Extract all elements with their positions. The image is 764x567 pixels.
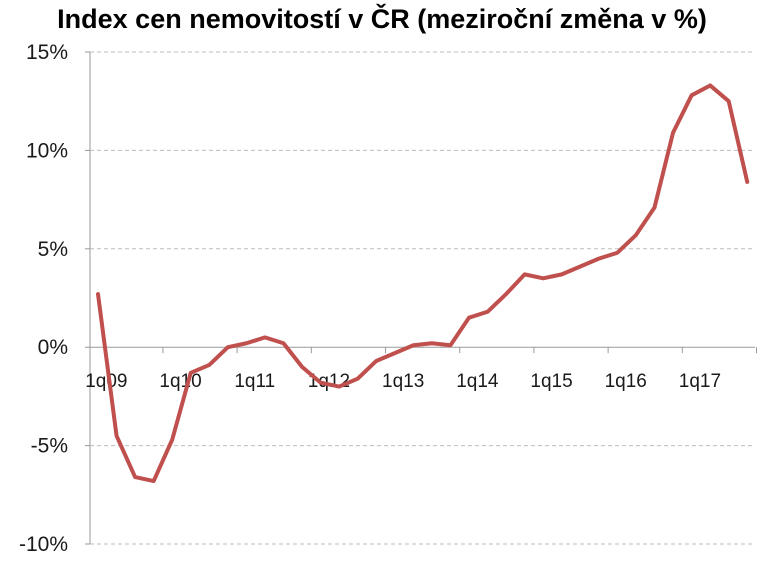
x-tick-label: 1q14 — [456, 371, 499, 392]
x-tick-label: 1q13 — [382, 371, 424, 392]
y-tick-label: 15% — [26, 41, 68, 64]
x-tick-label: 1q10 — [159, 371, 201, 392]
series-line-0 — [96, 83, 750, 484]
series — [96, 83, 750, 484]
y-tick-label: 0% — [38, 336, 68, 359]
axes — [85, 51, 758, 545]
x-tick-label: 1q15 — [530, 371, 572, 392]
y-tick-label: 10% — [26, 139, 68, 162]
y-tick-label: 5% — [38, 238, 68, 261]
y-tick-label: -5% — [31, 435, 68, 458]
x-tick-label: 1q17 — [679, 371, 721, 392]
x-tick-label: 1q12 — [308, 371, 350, 392]
x-tick-label: 1q11 — [234, 371, 275, 392]
gridlines — [90, 51, 755, 545]
y-tick-labels: -10% -5% 0% 5% 10% 15% — [19, 41, 68, 556]
x-tick-label: 1q16 — [605, 371, 647, 392]
x-tick-labels: 1q09 1q10 1q11 1q12 1q13 1q14 1q15 1q16 1q17 — [85, 371, 721, 392]
y-tick-label: -10% — [19, 533, 68, 556]
x-tick-label: 1q09 — [85, 371, 127, 392]
chart-title: Index cen nemovitostí v ČR (meziroční zm… — [57, 4, 707, 34]
